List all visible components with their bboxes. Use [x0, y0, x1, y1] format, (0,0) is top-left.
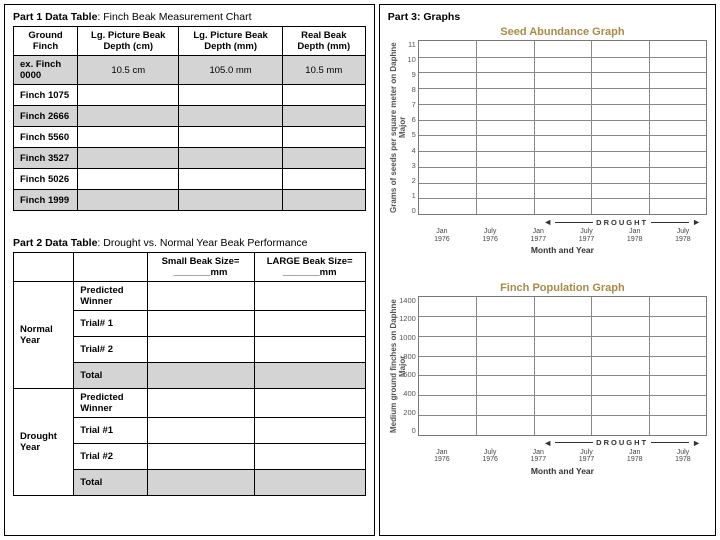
graph2-xlabels: Jan1976July1976Jan1977July1977Jan1978Jul… [418, 449, 707, 464]
col-header: Small Beak Size= _______mm [147, 253, 254, 282]
right-panel: Part 3: Graphs Seed Abundance Graph Gram… [379, 4, 716, 536]
table-row: ex. Finch 000010.5 cm105.0 mm10.5 mm [14, 56, 366, 85]
part2-table: Small Beak Size= _______mm LARGE Beak Si… [13, 252, 366, 496]
table-row: Finch 1999 [14, 190, 366, 211]
table-row: Finch 5026 [14, 169, 366, 190]
graph1-title: Seed Abundance Graph [500, 26, 624, 38]
graph2-xtitle: Month and Year [418, 466, 707, 476]
graph2-ylabel: Medium ground finches on Daphne Major [388, 296, 400, 436]
part1-title: Part 1 Data Table: Finch Beak Measuremen… [13, 11, 366, 23]
graph2-wrap: Finch Population Graph Medium ground fin… [388, 282, 707, 530]
table-row: Normal YearPredicted Winner [14, 282, 366, 311]
table-row: Finch 2666 [14, 106, 366, 127]
graph1-xtitle: Month and Year [418, 245, 707, 255]
col-header: Lg. Picture Beak Depth (cm) [78, 27, 179, 56]
table-row: Finch 3527 [14, 148, 366, 169]
graph1-grid [418, 40, 707, 215]
col-header: LARGE Beak Size= _______mm [254, 253, 365, 282]
graph1-ylabel: Grams of seeds per square meter on Daphn… [388, 40, 400, 215]
col-header: Ground Finch [14, 27, 78, 56]
table-header-row: Ground Finch Lg. Picture Beak Depth (cm)… [14, 27, 366, 56]
col-header: Real Beak Depth (mm) [282, 27, 365, 56]
graph2-title: Finch Population Graph [500, 282, 625, 294]
part3-title: Part 3: Graphs [388, 11, 707, 23]
graph1-wrap: Seed Abundance Graph Grams of seeds per … [388, 26, 707, 274]
col-header: Lg. Picture Beak Depth (mm) [179, 27, 282, 56]
graph2-grid [418, 296, 707, 436]
graph1-xlabels: Jan1976July1976Jan1977July1977Jan1978Jul… [418, 228, 707, 243]
table-row: Finch 1075 [14, 85, 366, 106]
table-row: Drought YearPredicted Winner [14, 389, 366, 418]
left-panel: Part 1 Data Table: Finch Beak Measuremen… [4, 4, 375, 536]
table-row: Finch 5560 [14, 127, 366, 148]
drought-indicator: ◄ DROUGHT ► [418, 217, 707, 227]
drought-indicator: ◄ DROUGHT ► [418, 438, 707, 448]
part1-table: Ground Finch Lg. Picture Beak Depth (cm)… [13, 26, 366, 211]
part2-title: Part 2 Data Table: Drought vs. Normal Ye… [13, 237, 366, 249]
